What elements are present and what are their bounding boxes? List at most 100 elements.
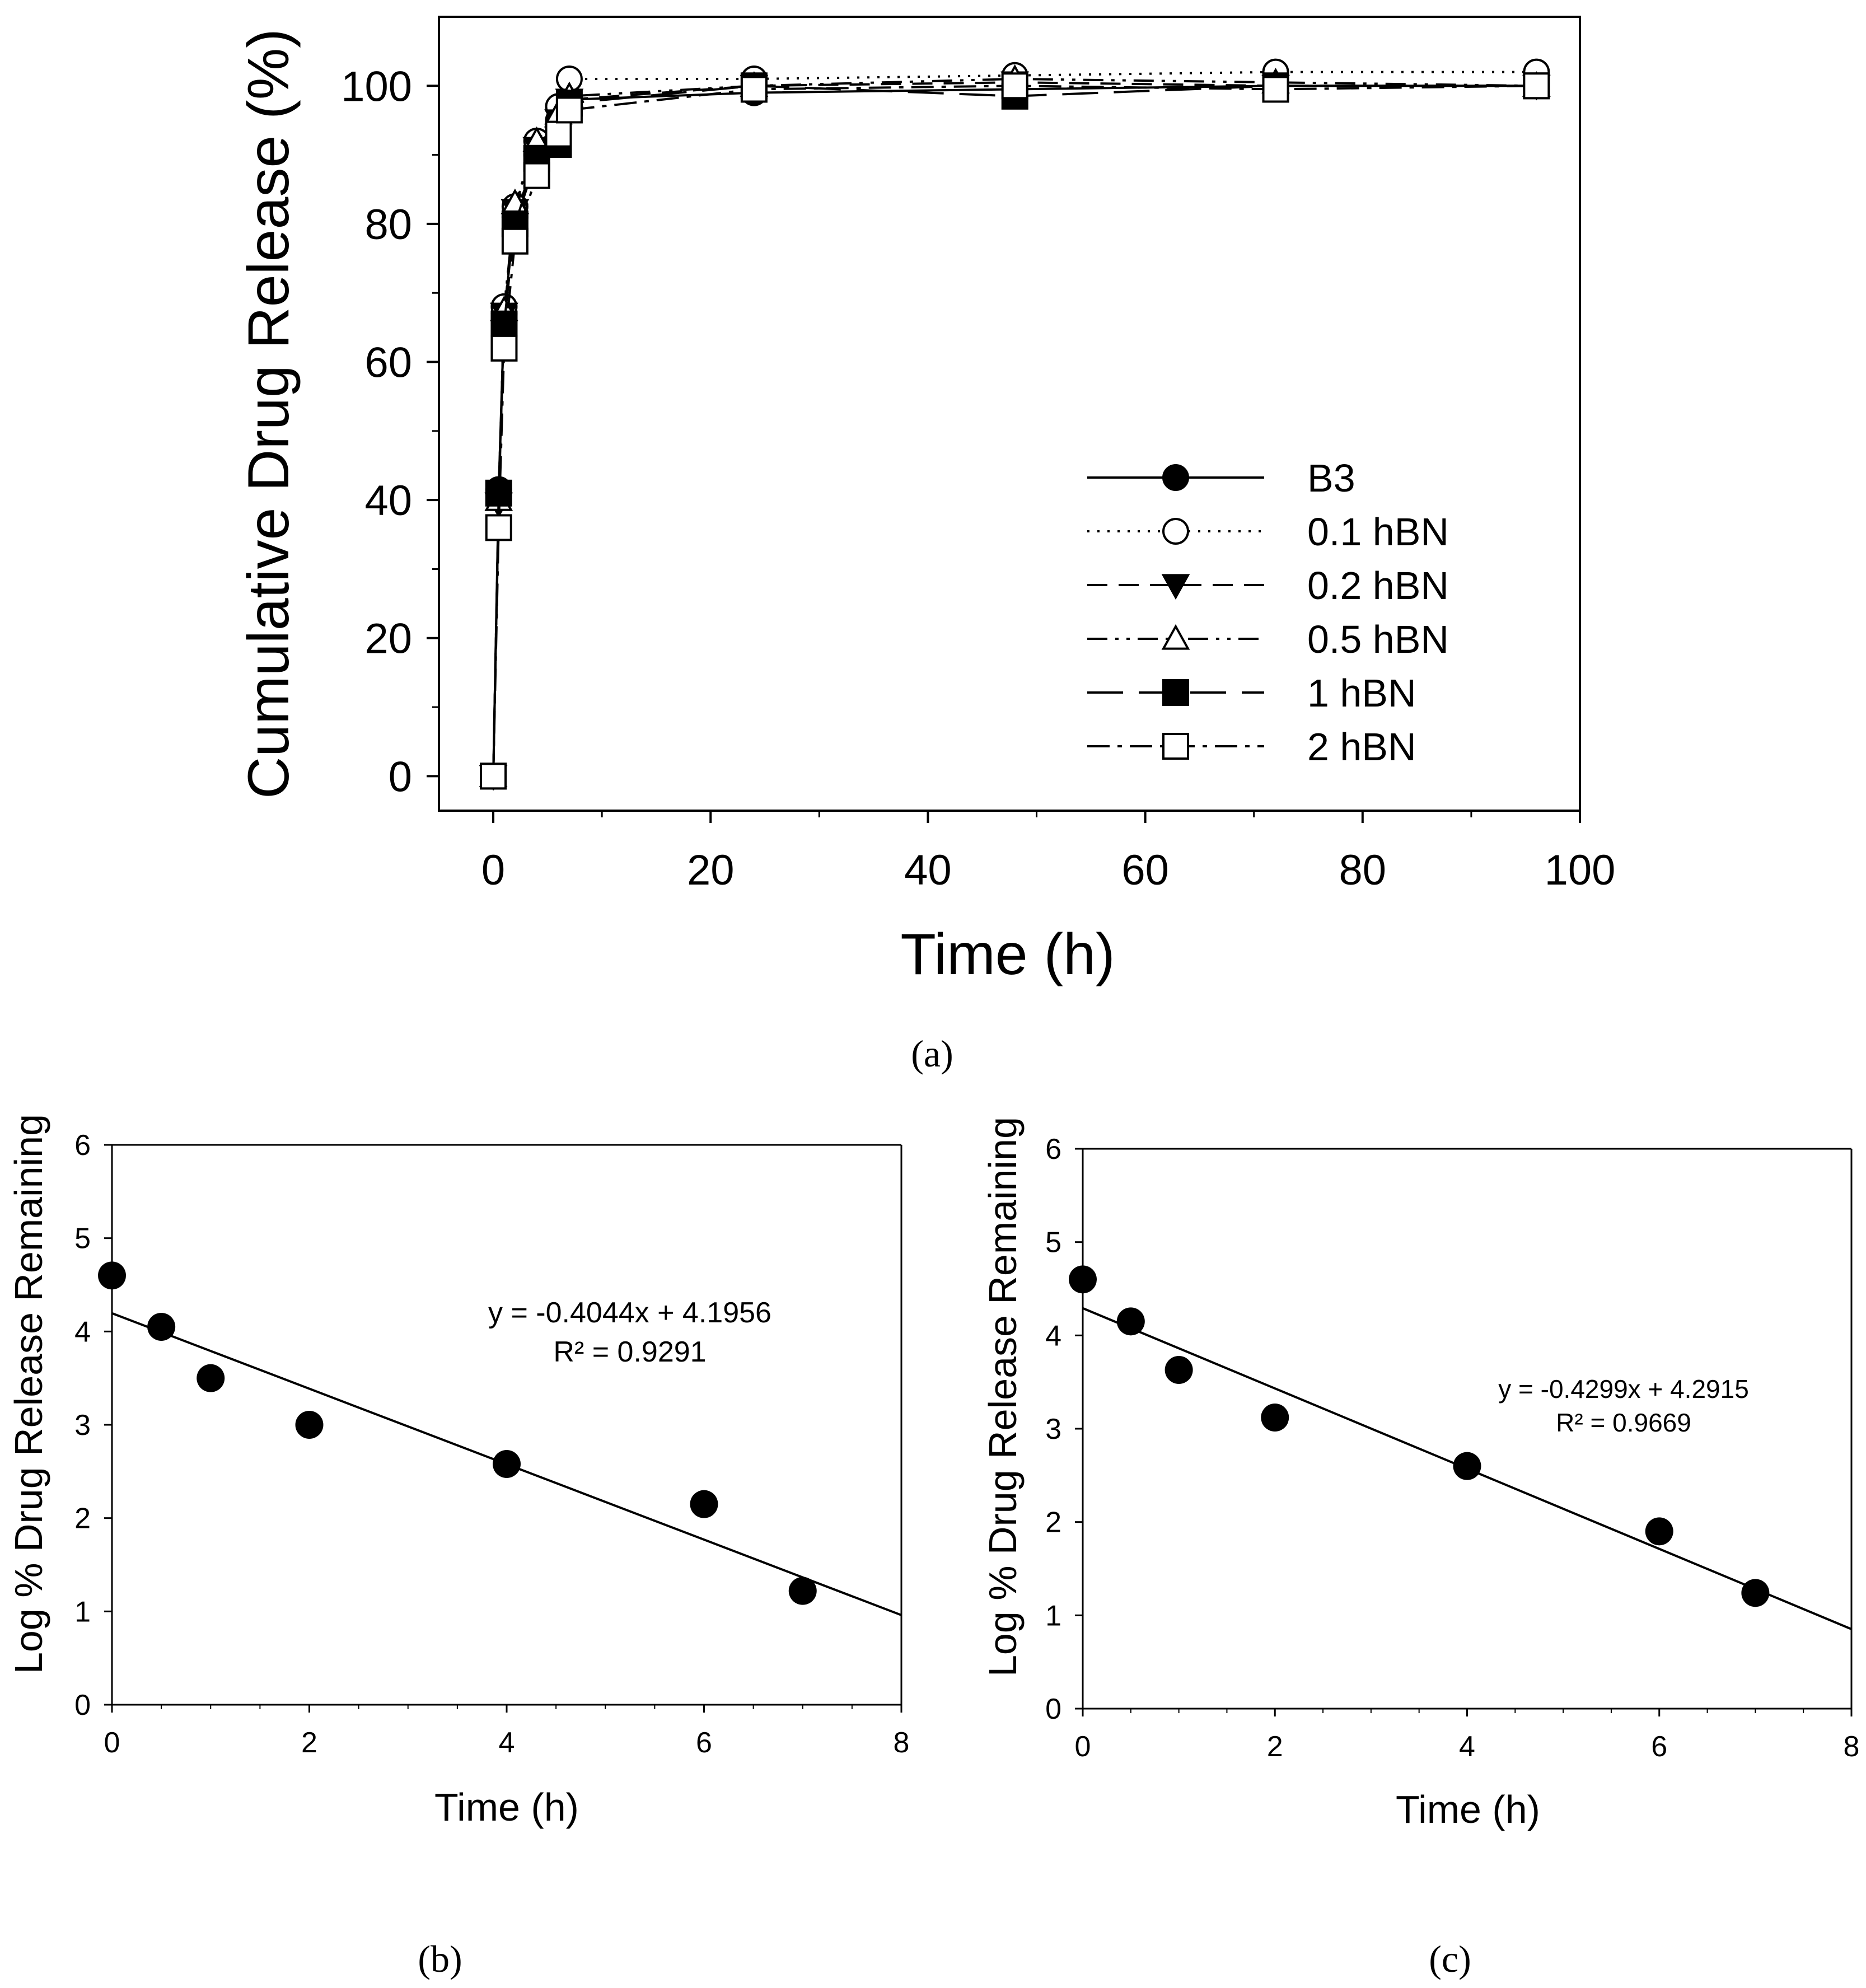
chart-c-data-point [1645,1517,1673,1546]
chart-b-data-point [295,1411,324,1439]
chart-c-data-point [1453,1452,1481,1480]
legend-marker [1162,679,1189,706]
legend-marker [1162,464,1189,491]
chart-a-data-point [1523,72,1550,100]
chart-a-frame [438,16,1581,812]
chart-c-y-tick-label: 4 [1045,1320,1061,1352]
chart-c-data-point [1741,1579,1770,1607]
chart-c-y-tick-label: 2 [1045,1507,1061,1539]
chart-c-x-tick-label: 8 [1844,1730,1860,1763]
chart-b-y-tick-label: 5 [74,1223,91,1255]
chart-a: 0 20 40 60 80 100 0 20 40 60 80 100 Time (h) Cumula… [236,16,1615,987]
chart-c-x-tick-label: 6 [1651,1730,1667,1763]
legend-label: 1 hBN [1307,671,1416,715]
chart-c-equation: y = -0.4299x + 4.2915 [1498,1374,1749,1404]
chart-a-legend: B3 0.1 hBN 0.2 hBN 0.5 hBN 1 hBN 2 hBN [1087,456,1449,769]
chart-b-y-tick-label: 4 [74,1316,91,1348]
chart-a-series-5 [480,72,1550,790]
chart-a-x-tick-label: 40 [904,846,952,894]
chart-a-data-point [1262,76,1289,103]
chart-a-x-tick-label: 0 [481,846,505,894]
panel-label-a: (a) [911,1032,953,1075]
panel-label-c: (c) [1429,1938,1471,1980]
chart-c-plot [1069,1265,1852,1630]
chart-b-r-squared: R² = 0.9291 [553,1336,706,1368]
chart-a-y-tick-label: 60 [364,339,412,387]
chart-b-data-point [690,1490,718,1518]
legend-label: 0.1 hBN [1307,510,1449,554]
chart-b-y-tick-label: 3 [74,1409,91,1442]
chart-c-ticks: 0 2 4 6 8 0 1 2 3 4 5 6 [1045,1133,1859,1763]
chart-c-y-tick-label: 1 [1045,1599,1061,1632]
chart-c-data-point [1069,1265,1097,1294]
chart-b-x-tick-label: 6 [696,1727,712,1759]
chart-c-x-tick-label: 0 [1075,1730,1091,1763]
chart-a-data-point [523,162,550,189]
chart-b-data-point [197,1364,225,1392]
chart-c: 0 2 4 6 8 0 1 2 3 4 5 6 y = -0.4299x + 4.2915 R² = … [981,1117,1859,1831]
chart-b-ylabel: Log % Drug Release Remaining [7,1114,50,1674]
chart-a-y-tick-label: 20 [364,615,412,663]
panel-label-b: (b) [418,1938,462,1980]
chart-b-y-tick-label: 1 [74,1596,91,1628]
chart-b-plot [98,1261,902,1616]
chart-b-y-tick-label: 2 [74,1503,91,1535]
chart-a-data-point [485,514,512,541]
chart-a-y-tick-label: 0 [389,753,412,801]
legend-marker [1162,733,1189,760]
chart-c-data-point [1116,1307,1145,1336]
chart-a-data-point [490,334,518,362]
chart-b: 0 2 4 6 8 0 1 2 3 4 5 6 y = -0.4044x + 4.1956 R² = … [7,1114,909,1829]
chart-a-x-tick-label: 20 [687,846,735,894]
legend-marker [1161,574,1190,600]
chart-c-xlabel: Time (h) [1396,1788,1540,1831]
legend-label: 0.2 hBN [1307,564,1449,607]
chart-c-data-point [1165,1356,1193,1384]
legend-marker [1161,624,1190,650]
chart-b-x-tick-label: 0 [104,1727,120,1759]
legend-label: B3 [1307,456,1355,500]
chart-a-data-point [740,76,768,103]
chart-a-data-point [545,120,572,148]
chart-b-data-point [147,1313,176,1341]
chart-c-y-tick-label: 5 [1045,1227,1061,1259]
chart-a-x-tick-label: 60 [1121,846,1169,894]
chart-b-ticks: 0 2 4 6 8 0 1 2 3 4 5 6 [74,1129,909,1759]
chart-b-xlabel: Time (h) [434,1785,579,1829]
chart-b-data-point [98,1261,126,1290]
chart-c-ylabel: Log % Drug Release Remaining [981,1117,1025,1677]
chart-a-data-point [1001,72,1028,100]
chart-b-x-tick-label: 4 [499,1727,515,1759]
chart-b-equation: y = -0.4044x + 4.1956 [488,1297,771,1329]
chart-c-x-tick-label: 2 [1267,1730,1283,1763]
chart-a-y-tick-label: 100 [341,63,412,110]
chart-a-data-point [480,763,507,790]
chart-c-r-squared: R² = 0.9669 [1556,1408,1691,1437]
chart-c-y-tick-label: 6 [1045,1133,1061,1166]
chart-b-data-point [788,1577,817,1605]
chart-b-data-point [493,1450,521,1478]
chart-a-ticks: 0 20 40 60 80 100 0 20 40 60 80 100 [341,63,1615,894]
chart-a-y-tick-label: 40 [364,477,412,525]
chart-a-data-point [490,310,518,338]
chart-a-ylabel: Cumulative Drug Release (%) [236,29,301,799]
legend-marker [1162,518,1189,545]
legend-label: 2 hBN [1307,725,1416,769]
chart-a-x-tick-label: 100 [1545,846,1616,894]
legend-label: 0.5 hBN [1307,618,1449,661]
chart-b-x-tick-label: 8 [894,1727,910,1759]
chart-a-xlabel: Time (h) [900,922,1115,987]
chart-a-data-point [555,96,583,124]
chart-a-x-tick-label: 80 [1339,846,1387,894]
chart-c-y-tick-label: 0 [1045,1693,1061,1725]
chart-a-y-tick-label: 80 [364,201,412,249]
chart-a-data-point [501,227,529,255]
chart-a-series [479,58,1551,791]
chart-c-x-tick-label: 4 [1459,1730,1475,1763]
chart-b-x-tick-label: 2 [301,1727,317,1759]
chart-c-y-tick-label: 3 [1045,1413,1061,1446]
chart-b-y-tick-label: 6 [74,1129,91,1162]
chart-c-data-point [1261,1404,1289,1432]
